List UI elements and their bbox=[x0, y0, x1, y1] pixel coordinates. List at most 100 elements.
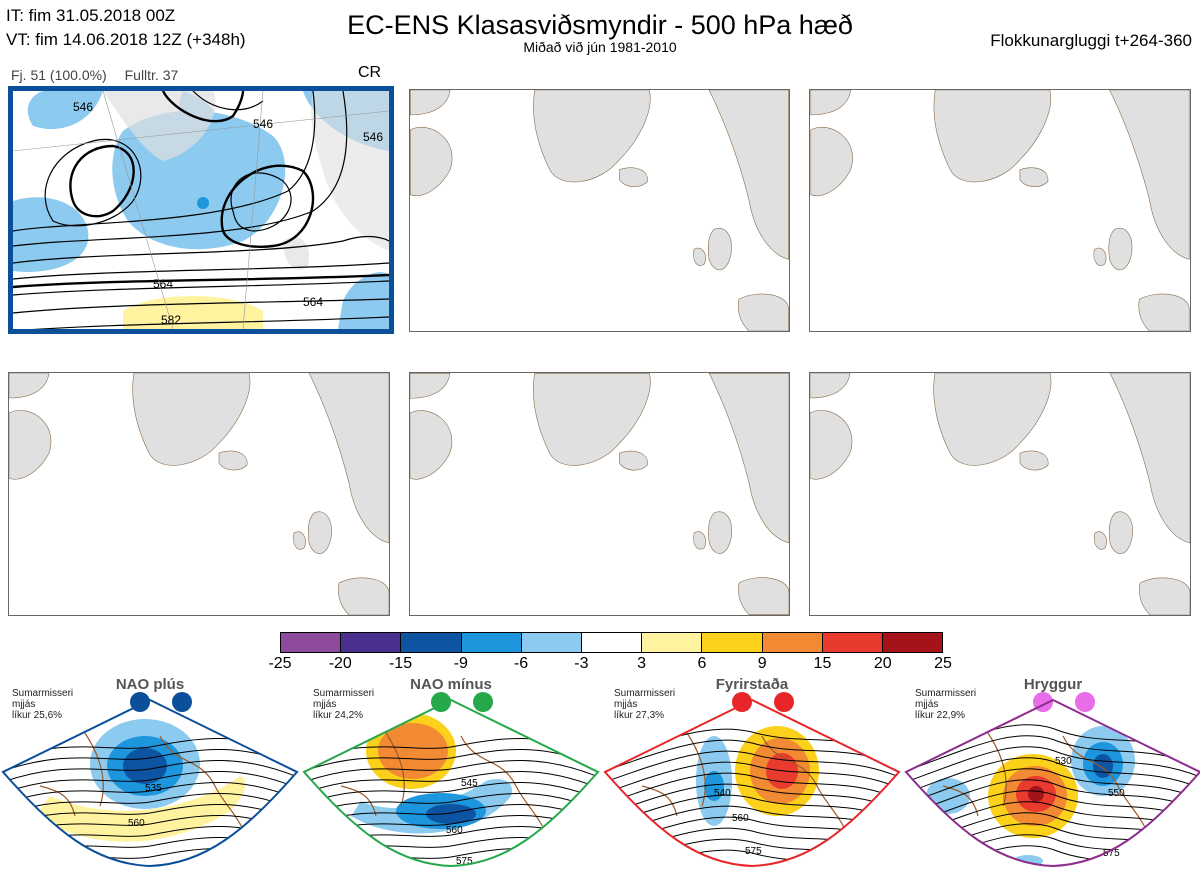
height-contour bbox=[3, 815, 297, 839]
colorbar-tick-label: 15 bbox=[813, 655, 832, 672]
regime-info-line: Sumarmisseri bbox=[614, 688, 676, 699]
cluster-map-3[interactable] bbox=[809, 89, 1191, 332]
contour-label: 560 bbox=[732, 813, 749, 824]
height-contour bbox=[906, 834, 1200, 866]
colorbar-tick-label: -15 bbox=[388, 655, 413, 672]
height-contour bbox=[304, 804, 598, 828]
land-shape bbox=[410, 410, 453, 480]
regime-fan-border bbox=[1, 698, 299, 868]
land-shape bbox=[1019, 167, 1049, 187]
land-shape bbox=[9, 410, 52, 480]
land-shape bbox=[693, 531, 707, 550]
cluster-map-1-svg: 546 546 546 564 564 582 bbox=[13, 91, 389, 329]
contour-label: 540 bbox=[714, 788, 731, 799]
height-contour bbox=[605, 805, 899, 839]
basemap-svg bbox=[9, 373, 389, 615]
anomaly-area bbox=[35, 776, 246, 842]
land-shape bbox=[9, 373, 50, 399]
regime-title: Hryggur bbox=[1023, 676, 1083, 693]
regime-info-line: Sumarmisseri bbox=[915, 688, 977, 699]
anomaly-area bbox=[378, 723, 448, 779]
contour-label: 560 bbox=[446, 825, 463, 836]
regime-fan-map: 540 560 575 bbox=[603, 698, 901, 868]
basemap-svg bbox=[410, 90, 789, 331]
contour-label: 575 bbox=[1103, 848, 1120, 859]
colorbar-tick-label: 20 bbox=[873, 655, 892, 672]
colorbar-tick-label: 3 bbox=[637, 655, 647, 672]
land-shape bbox=[308, 373, 389, 544]
land-shape bbox=[410, 90, 451, 116]
land-shape bbox=[933, 90, 1052, 183]
regime-season-info: Sumarmisseri mjjás líkur 27,3% bbox=[614, 688, 675, 721]
land-shape bbox=[738, 577, 789, 615]
height-contour bbox=[605, 772, 899, 806]
regime-season-info: Sumarmisseri mjjás líkur 25,6% bbox=[12, 688, 73, 721]
regime-info-line: líkur 27,3% bbox=[614, 710, 665, 721]
regime-fan-border bbox=[603, 698, 901, 868]
cluster-map-6[interactable] bbox=[809, 372, 1191, 616]
regime-fan-map: 535 560 bbox=[1, 698, 299, 868]
height-contour bbox=[3, 771, 297, 795]
land-shape bbox=[533, 373, 651, 466]
land-shape bbox=[410, 126, 453, 197]
contour-label: 560 bbox=[128, 818, 145, 829]
land-shape bbox=[1138, 293, 1190, 331]
regime-info-line: mjjás bbox=[313, 699, 337, 710]
regime-fan-border bbox=[904, 698, 1200, 868]
land-shape bbox=[1108, 511, 1133, 554]
land-shape bbox=[1108, 227, 1133, 271]
regime-info-line: mjjás bbox=[12, 699, 36, 710]
anomaly-area bbox=[1028, 786, 1044, 802]
land-shape bbox=[292, 531, 306, 550]
cluster-map-4[interactable] bbox=[8, 372, 390, 616]
regime-info-line: Sumarmisseri bbox=[12, 688, 74, 699]
colorbar-swatch bbox=[702, 633, 763, 652]
land-shape bbox=[619, 167, 648, 187]
colorbar-tick-label: 25 bbox=[934, 655, 952, 672]
regime-info-line: mjjás bbox=[915, 699, 939, 710]
contour-label: 575 bbox=[745, 846, 762, 857]
contour-label: 582 bbox=[161, 313, 181, 327]
contour-label: 564 bbox=[153, 277, 173, 291]
regime-title: NAO plús bbox=[115, 676, 185, 693]
colorbar-swatch bbox=[461, 633, 522, 652]
colorbar-swatch bbox=[401, 633, 462, 652]
contour-label: 535 bbox=[145, 783, 162, 794]
contour-label: 545 bbox=[461, 778, 478, 789]
land-shape bbox=[1093, 247, 1107, 266]
land-shape bbox=[693, 247, 706, 266]
regime-info-line: líkur 22,9% bbox=[915, 710, 966, 721]
height-contour bbox=[605, 783, 899, 817]
cluster-map-2[interactable] bbox=[409, 89, 790, 332]
regime-title: NAO mínus bbox=[410, 676, 492, 693]
land-shape bbox=[810, 126, 853, 197]
colorbar-tick-label: -6 bbox=[513, 655, 529, 672]
height-contour bbox=[304, 782, 598, 806]
cluster-members: Fj. 51 (100.0%) bbox=[11, 67, 107, 83]
colorbar-swatch bbox=[281, 633, 342, 652]
cluster-meta: Fj. 51 (100.0%) Fulltr. 37 bbox=[11, 67, 192, 83]
colorbar-tick-label: -3 bbox=[574, 655, 589, 672]
regime-fan-map: 545 560 575 bbox=[302, 698, 600, 868]
height-contour bbox=[906, 779, 1200, 817]
height-contour bbox=[3, 749, 297, 773]
cluster-map-1[interactable]: 546 546 546 564 564 582 bbox=[8, 86, 394, 334]
land-shape bbox=[1109, 90, 1190, 260]
colorbar-swatch bbox=[581, 633, 643, 652]
contour-label: 546 bbox=[363, 130, 383, 144]
colorbar-swatch bbox=[341, 633, 402, 652]
regime-marker-dot bbox=[172, 692, 192, 712]
colorbar-swatch bbox=[642, 633, 703, 652]
cluster-map-5[interactable] bbox=[409, 372, 790, 616]
colorbar-swatch bbox=[882, 633, 943, 652]
basemap-svg bbox=[410, 373, 789, 615]
land-shape bbox=[132, 373, 251, 466]
height-contour bbox=[304, 793, 598, 817]
regime-title: Fyrirstaða bbox=[715, 676, 789, 693]
colorbar-swatch bbox=[762, 633, 823, 652]
colorbar-tick-label: -25 bbox=[268, 655, 292, 672]
anomaly-colorbar bbox=[280, 632, 943, 653]
height-contour bbox=[906, 735, 1200, 773]
land-shape bbox=[810, 90, 851, 116]
height-contour bbox=[906, 746, 1200, 784]
